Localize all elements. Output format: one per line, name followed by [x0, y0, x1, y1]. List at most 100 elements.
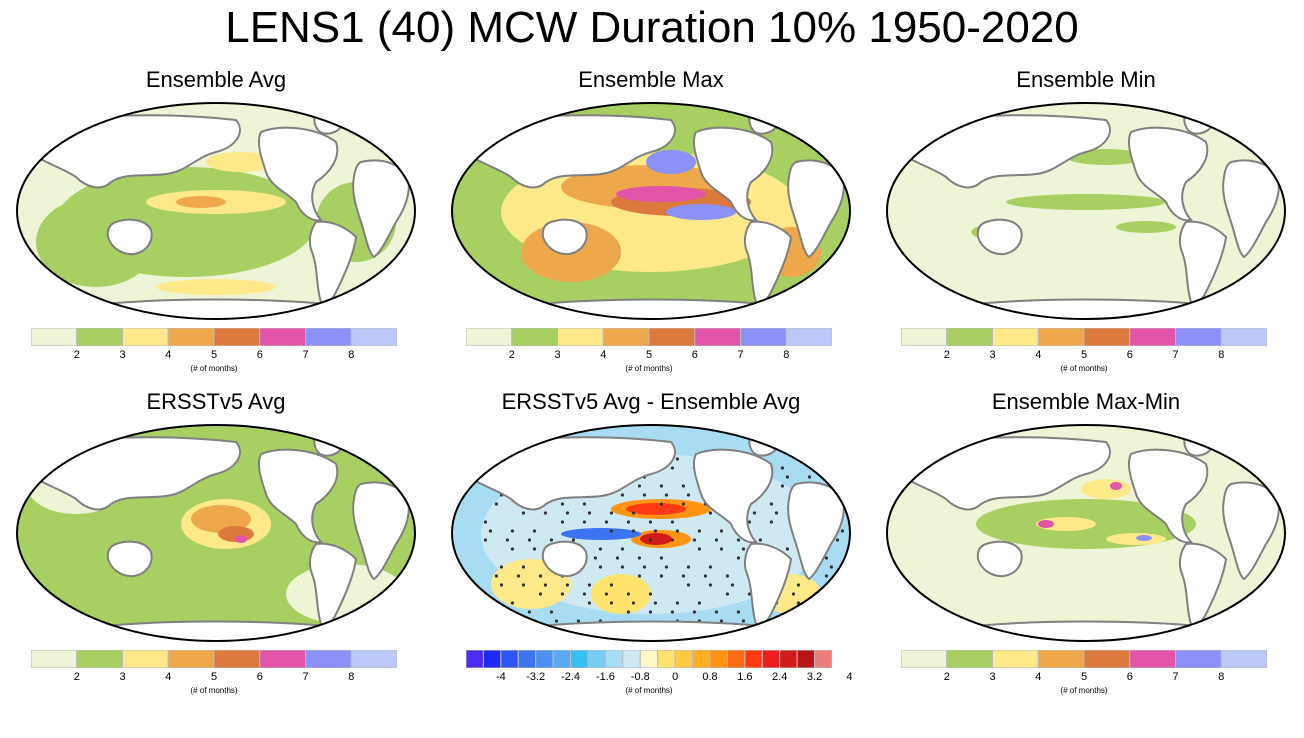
map-border	[16, 102, 416, 320]
panel-ersstv5-avg: ERSSTv5 Avg 2 3 4 5 6 7 8 (# of months)	[6, 388, 426, 738]
map-border	[451, 424, 851, 642]
colorbar-tick-label: 7	[1172, 671, 1179, 683]
colorbar-tick-label: 7	[1172, 349, 1179, 361]
colorbar-tick-label: 3.2	[806, 671, 823, 683]
colorbar-ticks: 2 3 4 5 6 7 8	[466, 349, 832, 365]
colorbar-bin	[500, 650, 519, 668]
colorbar-ticks: -4 -3.2 -2.4 -1.6 -0.8 0 0.8 1.6 2.4 3.2 4	[466, 671, 853, 687]
colorbar-bin	[814, 650, 832, 668]
colorbar-bin	[587, 650, 606, 668]
colorbar-bin	[604, 650, 624, 668]
field-patch	[640, 533, 672, 545]
colorbar-tick-label: 2	[943, 349, 950, 361]
colorbar-bin	[694, 328, 741, 346]
field-patch	[616, 186, 706, 202]
colorbar-bin	[648, 328, 696, 346]
colorbar-bin	[1220, 650, 1267, 668]
colorbar-tick-label: 4	[165, 671, 172, 683]
map-border	[886, 102, 1286, 320]
colorbar-tick-label: 6	[256, 349, 263, 361]
colorbar-bin	[740, 328, 787, 346]
land-outline	[976, 218, 1023, 256]
colorbar-bin	[122, 650, 169, 668]
field-patch	[1136, 535, 1152, 541]
colorbar-bin	[122, 328, 169, 346]
map-border	[451, 102, 851, 320]
colorbar-ticks: 2 3 4 5 6 7 8	[31, 671, 397, 687]
land-outline	[1127, 448, 1209, 544]
colorbar-tick-label: 2	[943, 671, 950, 683]
field-patch	[156, 279, 276, 295]
colorbar-tick-label: 5	[210, 349, 218, 361]
land-outline	[257, 126, 339, 222]
land-outline	[75, 298, 357, 319]
colorbar-bin	[1037, 650, 1085, 668]
colorbar-ticks: 2 3 4 5 6 7 8	[31, 349, 397, 365]
colorbar-bin	[167, 328, 215, 346]
land-outline	[945, 298, 1227, 319]
colorbar-unit-label: (# of months)	[625, 364, 673, 373]
colorbar-bin	[535, 650, 554, 668]
colorbar-bin	[901, 650, 948, 668]
colorbar-tick-label: -0.8	[630, 671, 650, 683]
colorbar	[31, 328, 397, 346]
colorbar-tick-label: 4	[600, 349, 607, 361]
land-outline	[1183, 112, 1214, 135]
map-ensemble-avg	[16, 102, 416, 320]
land-outline	[510, 620, 792, 641]
colorbar-bin	[213, 328, 261, 346]
colorbar	[31, 650, 397, 668]
field-patch	[176, 196, 226, 208]
land-outline	[692, 126, 774, 222]
land-outline	[313, 112, 344, 135]
colorbar-bin	[779, 650, 798, 668]
colorbar-bin	[305, 650, 352, 668]
colorbar-tick-label: 7	[302, 671, 309, 683]
panel-difference: ERSSTv5 Avg - Ensemble Avg -4 -3.2 -2.4 -1.6…	[441, 388, 861, 738]
colorbar-tick-label: 5	[1080, 349, 1088, 361]
panel-title: Ensemble Max	[578, 67, 724, 92]
land-outline	[1127, 126, 1209, 222]
colorbar-bin	[511, 328, 558, 346]
colorbar-bin	[946, 328, 993, 346]
colorbar-bin	[1129, 328, 1176, 346]
field-patch	[1006, 194, 1166, 210]
colorbar-tick-label: 8	[348, 349, 355, 361]
colorbar-bin	[1037, 328, 1085, 346]
colorbar-bin	[785, 328, 832, 346]
land-outline	[510, 298, 792, 319]
colorbar-bin	[639, 650, 659, 668]
panel-ensemble-avg: Ensemble Avg 2 3 4 5 6 7 8 (# of months)	[6, 66, 426, 416]
land-outline	[748, 112, 779, 135]
panel-ensemble-max: Ensemble Max 2 3 4 5 6 7 8 (# of months)	[441, 66, 861, 416]
colorbar-bin	[167, 650, 215, 668]
colorbar-bin	[76, 328, 123, 346]
map-ensemble-max	[451, 102, 851, 320]
colorbar-bin	[1083, 328, 1131, 346]
colorbar-ticks: 2 3 4 5 6 7 8	[901, 671, 1267, 687]
colorbar-bin	[31, 328, 78, 346]
colorbar-bin	[622, 650, 641, 668]
colorbar-bin	[657, 650, 676, 668]
field-patch	[626, 503, 686, 515]
panel-title: ERSSTv5 Avg - Ensemble Avg	[501, 389, 801, 414]
colorbar-tick-label: 4	[165, 349, 172, 361]
land-outline	[75, 620, 357, 641]
colorbar-tick-label: 6	[256, 671, 263, 683]
colorbar-unit-label: (# of months)	[1060, 364, 1108, 373]
map-ensemble-min	[886, 102, 1286, 320]
panel-title: Ensemble Min	[1016, 67, 1156, 92]
colorbar-bin	[761, 650, 781, 668]
field-patch	[1081, 479, 1131, 499]
land-outline	[313, 434, 344, 457]
colorbar-bin	[946, 650, 993, 668]
colorbar-tick-label: 3	[554, 349, 561, 361]
field-patch	[1116, 221, 1176, 233]
colorbar-tick-label: 5	[1080, 671, 1088, 683]
map-ensemble-range	[886, 424, 1286, 642]
land-outline	[106, 540, 153, 578]
colorbar-unit-label: (# of months)	[625, 686, 673, 695]
panel-title: ERSSTv5 Avg	[146, 389, 286, 414]
colorbar-tick-label: 3	[989, 349, 996, 361]
colorbar-tick-label: 3	[989, 671, 996, 683]
